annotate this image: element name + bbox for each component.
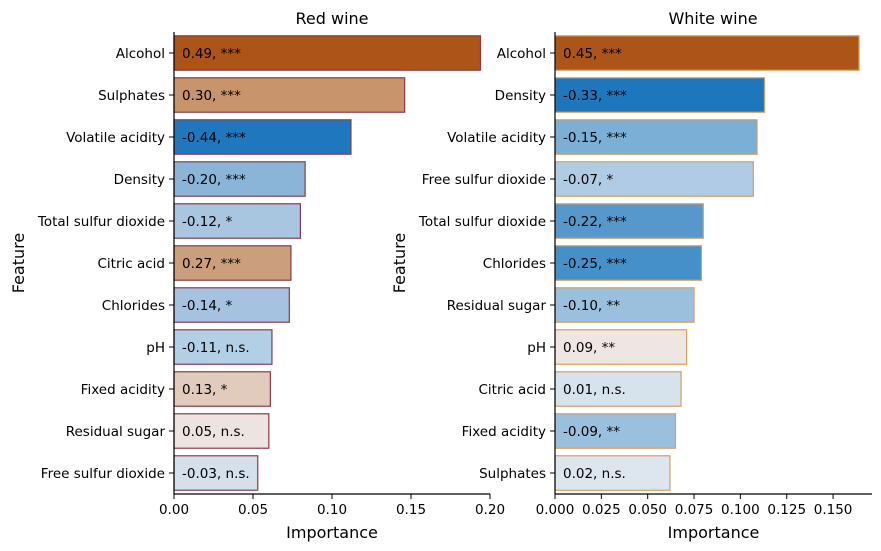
bar-label-fixed-acidity: 0.13, * [182, 382, 228, 398]
bar-label-citric-acid: 0.27, *** [182, 256, 241, 272]
bar-citric-acid [173, 245, 292, 281]
x-tick-label: 0.050 [628, 502, 667, 518]
x-tick-label: 0.00 [159, 502, 189, 518]
bar-alcohol [173, 35, 482, 71]
bar-label-total-sulfur-dioxide: -0.12, * [182, 214, 233, 230]
bar-sulphates [173, 77, 406, 113]
bar-residual-sugar [173, 413, 270, 449]
y-tick-label-citric-acid: Citric acid [98, 256, 166, 272]
x-tick-label: 0.125 [767, 502, 806, 518]
bar-label-citric-acid: 0.01, n.s. [563, 382, 626, 398]
y-axis-title: Feature [9, 233, 28, 293]
y-tick-label-ph: pH [527, 340, 546, 356]
bar-ph [173, 329, 273, 365]
panel-title: White wine [668, 9, 757, 28]
bar-label-ph: -0.11, n.s. [182, 340, 250, 356]
bar-free-sulfur-dioxide [554, 161, 754, 197]
x-tick-label: 0.100 [721, 502, 760, 518]
x-tick-label: 0.075 [675, 502, 714, 518]
y-tick-label-residual-sugar: Residual sugar [447, 298, 547, 314]
bar-sulphates [554, 455, 671, 491]
bar-label-chlorides: -0.25, *** [563, 256, 627, 272]
panel-title: Red wine [296, 9, 369, 28]
y-tick-label-density: Density [114, 172, 165, 188]
y-tick-label-ph: pH [146, 340, 165, 356]
y-tick-label-alcohol: Alcohol [497, 46, 546, 62]
y-tick-label-sulphates: Sulphates [479, 466, 546, 482]
bar-label-fixed-acidity: -0.09, ** [563, 424, 620, 440]
bar-label-free-sulfur-dioxide: -0.07, * [563, 172, 614, 188]
y-axis-title: Feature [390, 233, 409, 293]
x-tick-label: 0.000 [536, 502, 575, 518]
bar-fixed-acidity [173, 371, 271, 407]
bar-label-residual-sugar: -0.10, ** [563, 298, 620, 314]
white-wine-panel: 0.45, *** Alcohol -0.33, *** Density -0.15, … [390, 9, 872, 542]
y-tick-label-total-sulfur-dioxide: Total sulfur dioxide [37, 214, 165, 230]
bar-ph [554, 329, 688, 365]
y-tick-label-total-sulfur-dioxide: Total sulfur dioxide [418, 214, 546, 230]
x-tick-label: 0.025 [582, 502, 621, 518]
bar-label-alcohol: 0.49, *** [182, 46, 241, 62]
y-tick-label-free-sulfur-dioxide: Free sulfur dioxide [422, 172, 546, 188]
y-tick-label-chlorides: Chlorides [102, 298, 165, 314]
x-axis-title: Importance [668, 523, 760, 542]
x-tick-label: 0.05 [238, 502, 268, 518]
red-wine-panel: 0.49, *** Alcohol 0.30, *** Sulphates -0.44,… [9, 9, 505, 542]
bar-density [554, 77, 766, 113]
y-tick-label-volatile-acidity: Volatile acidity [447, 130, 546, 146]
y-tick-label-volatile-acidity: Volatile acidity [66, 130, 165, 146]
bar-label-sulphates: 0.02, n.s. [563, 466, 626, 482]
bar-label-density: -0.20, *** [182, 172, 246, 188]
y-tick-label-free-sulfur-dioxide: Free sulfur dioxide [41, 466, 165, 482]
y-tick-label-citric-acid: Citric acid [479, 382, 547, 398]
bar-density [173, 161, 306, 197]
y-tick-label-density: Density [495, 88, 546, 104]
bar-free-sulfur-dioxide [173, 455, 259, 491]
x-tick-label: 0.10 [317, 502, 347, 518]
x-tick-label: 0.15 [396, 502, 426, 518]
bar-residual-sugar [554, 287, 695, 323]
bar-label-free-sulfur-dioxide: -0.03, n.s. [182, 466, 250, 482]
bar-fixed-acidity [554, 413, 677, 449]
bar-chlorides [173, 287, 290, 323]
x-tick-label: 0.150 [814, 502, 853, 518]
y-tick-label-fixed-acidity: Fixed acidity [81, 382, 165, 398]
x-axis-title: Importance [286, 523, 378, 542]
bar-label-volatile-acidity: -0.15, *** [563, 130, 627, 146]
y-tick-label-chlorides: Chlorides [483, 256, 546, 272]
bar-label-total-sulfur-dioxide: -0.22, *** [563, 214, 627, 230]
bar-label-alcohol: 0.45, *** [563, 46, 622, 62]
bar-label-ph: 0.09, ** [563, 340, 615, 356]
bar-citric-acid [554, 371, 682, 407]
bar-label-sulphates: 0.30, *** [182, 88, 241, 104]
y-tick-label-alcohol: Alcohol [116, 46, 165, 62]
bar-label-density: -0.33, *** [563, 88, 627, 104]
bar-label-residual-sugar: 0.05, n.s. [182, 424, 245, 440]
y-tick-label-fixed-acidity: Fixed acidity [462, 424, 546, 440]
x-tick-label: 0.20 [475, 502, 505, 518]
y-tick-label-sulphates: Sulphates [98, 88, 165, 104]
y-tick-label-residual-sugar: Residual sugar [66, 424, 166, 440]
bar-label-volatile-acidity: -0.44, *** [182, 130, 246, 146]
bar-total-sulfur-dioxide [554, 203, 704, 239]
bar-volatile-acidity [554, 119, 758, 155]
bar-label-chlorides: -0.14, * [182, 298, 233, 314]
